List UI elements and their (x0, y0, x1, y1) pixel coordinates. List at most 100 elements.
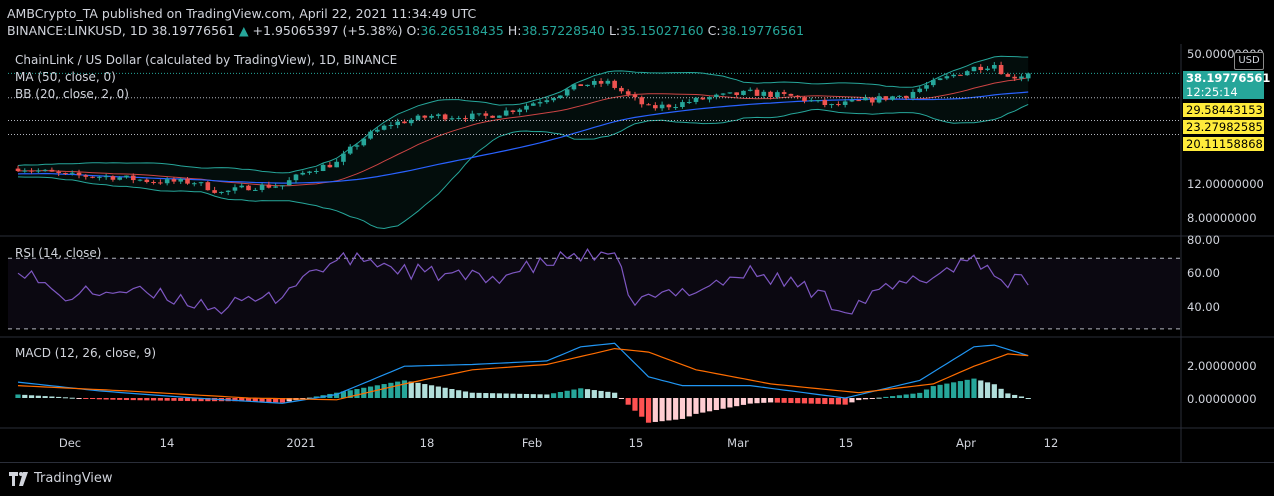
macd-histogram-bar (83, 398, 89, 399)
rsi-tick-80: 80.00 (1187, 233, 1220, 247)
candle-body (578, 84, 584, 86)
macd-histogram-bar (462, 391, 469, 398)
candle-body (469, 113, 475, 120)
macd-histogram-bar (822, 398, 828, 405)
chart-title: ChainLink / US Dollar (calculated by Tra… (15, 53, 398, 67)
macd-histogram-bar (198, 398, 204, 402)
macd-histogram-bar (205, 398, 211, 402)
date-tick-dec: Dec (58, 436, 82, 450)
candle-body (808, 100, 814, 102)
close-label: C: (707, 23, 721, 38)
macd-histogram-bar (530, 394, 536, 398)
macd-histogram-bar (700, 398, 706, 413)
candle-body (246, 185, 251, 191)
candle-body (63, 172, 68, 174)
open-value: 36.26518435 (420, 23, 504, 38)
macd-histogram-bar (767, 398, 774, 403)
candle-body (585, 84, 590, 86)
macd-histogram-bar (273, 398, 279, 403)
macd-histogram-bar (829, 398, 835, 405)
macd-histogram-bar (984, 382, 991, 398)
candle-body (1005, 74, 1011, 77)
candle-body (415, 115, 421, 120)
candle-body (910, 91, 916, 98)
candle-body (571, 84, 577, 90)
macd-histogram-bar (415, 382, 421, 398)
macd-histogram-bar (551, 393, 557, 398)
macd-histogram-bar (944, 383, 950, 398)
candle-body (842, 101, 848, 105)
candle-body (1019, 76, 1024, 79)
bb-legend[interactable]: BB (20, close, 2, 0) (15, 87, 129, 101)
candle-body (212, 190, 217, 193)
currency-button[interactable]: USD (1234, 52, 1264, 70)
macd-histogram-bar (835, 398, 841, 405)
candle-body (225, 190, 231, 192)
candle-body (334, 161, 339, 168)
rsi-tick-60: 60.00 (1187, 266, 1220, 280)
candle-body (544, 100, 550, 103)
macd-histogram-bar (69, 397, 75, 399)
macd-histogram-bar (123, 398, 130, 401)
macd-histogram-bar (503, 393, 509, 398)
macd-histogram-bar (388, 382, 394, 398)
candle-body (605, 80, 611, 84)
macd-histogram-bar (795, 398, 801, 404)
macd-histogram-bar (523, 393, 530, 398)
candle-body (659, 104, 665, 109)
macd-histogram-bar (510, 393, 516, 398)
macd-histogram-bar (740, 398, 747, 405)
macd-histogram-bar (747, 398, 753, 404)
candle-body (171, 179, 177, 182)
candle-body (232, 187, 238, 191)
candle-body (978, 66, 984, 71)
macd-histogram-bar (96, 398, 102, 400)
macd-histogram-bar (286, 398, 292, 402)
candle-body (632, 94, 638, 98)
ma-legend[interactable]: MA (50, close, 0) (15, 70, 116, 84)
tradingview-brand[interactable]: TradingView (34, 471, 113, 486)
macd-histogram-bar (422, 384, 428, 398)
macd-histogram-bar (428, 385, 435, 398)
macd-histogram-bar (157, 398, 163, 401)
macd-histogram-bar (686, 398, 692, 417)
candle-body (761, 91, 767, 96)
candle-body (714, 94, 719, 98)
macd-histogram-bar (178, 398, 184, 401)
macd-tick-2: 2.00000000 (1187, 359, 1257, 373)
bollinger-basis-line (17, 77, 1029, 187)
candle-body (524, 105, 529, 110)
candle-body (775, 92, 780, 98)
candle-body (436, 114, 441, 116)
macd-histogram-bar (232, 398, 238, 402)
candle-body (619, 87, 624, 92)
macd-histogram-bar (435, 386, 441, 398)
candle-body (917, 88, 923, 92)
rsi-legend[interactable]: RSI (14, close) (15, 246, 102, 260)
candle-body (280, 185, 285, 187)
macd-histogram-bar (62, 397, 69, 399)
candle-body (625, 91, 631, 95)
macd-legend[interactable]: MACD (12, 26, close, 9) (15, 346, 157, 360)
macd-histogram-bar (381, 384, 387, 398)
macd-histogram-bar (245, 398, 252, 402)
candle-body (476, 113, 482, 115)
macd-histogram-bar (76, 398, 82, 399)
tradingview-logo-icon[interactable] (8, 470, 30, 488)
macd-histogram-bar (544, 394, 550, 398)
footer: TradingView (0, 462, 1274, 496)
macd-histogram-bar (971, 378, 977, 398)
macd-histogram-bar (815, 398, 821, 404)
candle-body (354, 145, 360, 147)
chart-canvas[interactable] (0, 0, 1274, 462)
macd-histogram-bar (164, 398, 170, 401)
candle-body (253, 189, 258, 191)
macd-histogram-bar (15, 394, 21, 398)
candle-body (144, 179, 150, 182)
macd-histogram-bar (564, 390, 570, 398)
macd-histogram-bar (625, 398, 631, 405)
candle-body (998, 64, 1004, 75)
macd-histogram-bar (28, 395, 35, 398)
candle-body (666, 104, 672, 108)
macd-histogram-bar (666, 398, 672, 421)
